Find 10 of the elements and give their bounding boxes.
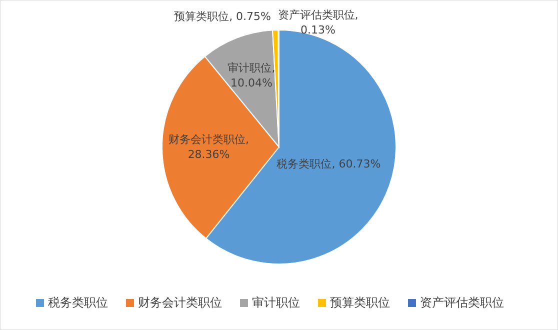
legend-label: 审计职位 [252,295,300,310]
legend-label: 资产评估类职位 [420,295,504,310]
data-label: 预算类职位, 0.75% [174,10,271,24]
data-label: 税务类职位, 60.73% [276,157,381,170]
legend-label: 预算类职位 [330,295,390,310]
legend-label: 税务类职位 [48,295,108,310]
data-label: 财务会计类职位, 28.36% [168,132,250,161]
data-label: 审计职位, 10.04% [228,62,276,90]
legend-label: 财务会计类职位 [138,295,222,310]
data-label: 资产评估类职位, 0.13% [278,8,358,37]
